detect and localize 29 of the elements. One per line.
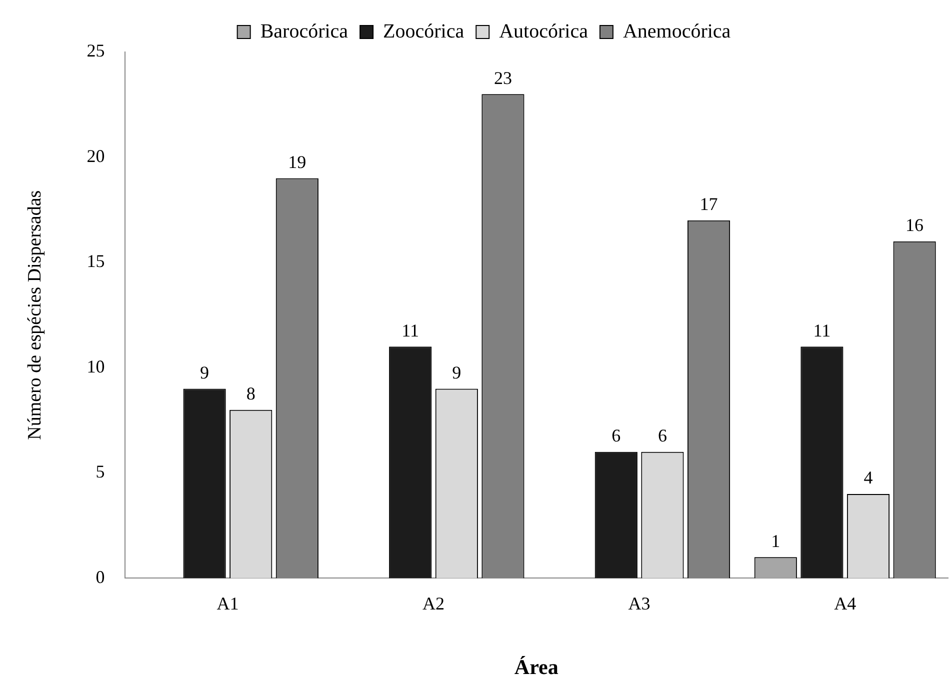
- data-label: 1: [771, 530, 780, 551]
- data-label: 8: [246, 384, 256, 404]
- data-label: 9: [200, 362, 210, 382]
- data-label: 6: [658, 426, 667, 446]
- y-tick-label: 15: [86, 251, 105, 272]
- x-axis-title: Área: [514, 654, 559, 679]
- legend-label: Autocórica: [499, 20, 588, 42]
- data-label: 19: [288, 152, 306, 172]
- data-label: 17: [700, 194, 718, 214]
- y-tick-label: 5: [96, 462, 105, 482]
- x-tick-label: A3: [628, 594, 650, 614]
- y-tick-label: 20: [86, 146, 105, 166]
- y-tick-label: 25: [86, 40, 105, 61]
- legend-label: Anemocórica: [622, 20, 731, 42]
- data-label: 23: [494, 68, 512, 88]
- x-tick-label: A2: [422, 594, 444, 614]
- y-axis-title: Número de espécies Dispersadas: [24, 190, 46, 440]
- legend-label: Barocórica: [260, 20, 348, 42]
- data-label: 11: [813, 320, 831, 340]
- x-tick-label: A1: [216, 594, 239, 614]
- y-tick-label: 10: [86, 356, 105, 376]
- data-label: 4: [864, 468, 873, 488]
- data-label: 11: [402, 320, 420, 340]
- data-label: 6: [612, 426, 621, 446]
- y-tick-label: 0: [96, 566, 105, 587]
- x-tick-label: A4: [834, 594, 856, 614]
- data-label: 9: [452, 362, 462, 382]
- data-label: 16: [906, 215, 924, 236]
- legend-label: Zoocórica: [383, 20, 464, 42]
